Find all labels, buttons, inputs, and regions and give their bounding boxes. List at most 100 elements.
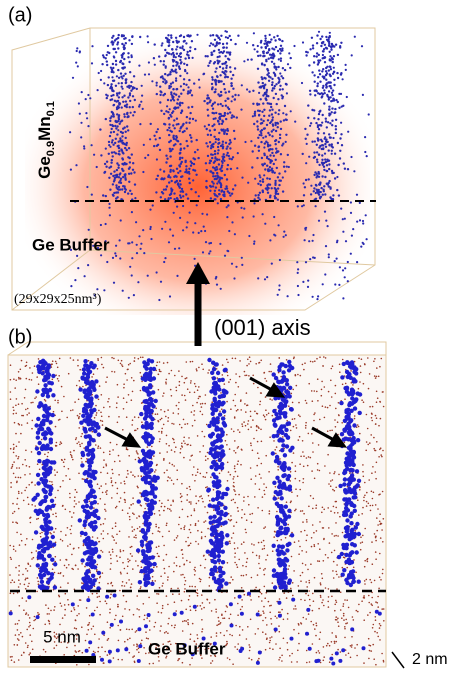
ge-atom [321, 395, 323, 397]
ge-atom [339, 364, 341, 366]
ge-atom [344, 557, 346, 559]
ge-atom [204, 506, 206, 508]
mn-atom [122, 88, 124, 90]
ge-atom [265, 419, 267, 421]
ge-atom [322, 527, 324, 529]
mn-cluster-atom [41, 393, 45, 397]
ge-atom [134, 416, 136, 418]
mn-atom [183, 36, 185, 38]
ge-atom [264, 494, 266, 496]
ge-atom [31, 504, 33, 506]
mn-atom [311, 141, 313, 143]
mn-atom [231, 263, 233, 265]
mn-atom [205, 180, 207, 182]
mn-atom [176, 41, 178, 43]
mn-atom [147, 41, 149, 43]
mn-atom [108, 177, 110, 179]
ge-atom [248, 363, 250, 365]
ge-atom [129, 638, 131, 640]
ge-atom [264, 545, 266, 547]
ge-atom [208, 495, 210, 497]
ge-atom [216, 635, 218, 637]
mn-atom [257, 55, 259, 57]
mn-atom [131, 211, 133, 213]
ge-atom [211, 610, 213, 612]
mn-cluster-atom [43, 490, 47, 494]
mn-atom [265, 99, 267, 101]
mn-atom [231, 117, 233, 119]
ge-atom [174, 451, 176, 453]
ge-atom [138, 609, 140, 611]
ge-atom [265, 617, 267, 619]
mn-atom [262, 191, 264, 193]
ge-atom [76, 664, 78, 666]
ge-atom [17, 522, 19, 524]
ge-atom [39, 469, 41, 471]
ge-atom [331, 552, 333, 554]
ge-atom [74, 500, 76, 502]
ge-atom [279, 631, 281, 633]
mn-atom [159, 149, 161, 151]
ge-atom [103, 452, 105, 454]
ge-atom [10, 610, 12, 612]
mn-atom [311, 109, 313, 111]
mn-atom [269, 178, 271, 180]
ge-atom [294, 541, 296, 543]
mn-atom [123, 58, 125, 60]
ge-atom [161, 431, 163, 433]
mn-atom [141, 95, 143, 97]
ge-atom [250, 445, 252, 447]
ge-atom [163, 362, 165, 364]
ge-atom [305, 564, 307, 566]
ge-atom [184, 395, 186, 397]
mn-atom [164, 55, 166, 57]
ge-atom [77, 415, 79, 417]
ge-atom [226, 434, 228, 436]
ge-atom [201, 631, 203, 633]
ge-atom [15, 405, 17, 407]
ge-atom [169, 508, 171, 510]
ge-atom [307, 465, 309, 467]
ge-atom [303, 513, 305, 515]
mn-atom [266, 74, 268, 76]
mn-atom [275, 193, 277, 195]
mn-atom [211, 88, 213, 90]
mn-atom [342, 231, 344, 233]
ge-atom [338, 414, 340, 416]
mn-atom [169, 73, 171, 75]
ge-atom [126, 447, 128, 449]
ge-atom [222, 364, 224, 366]
mn-atom [116, 133, 118, 135]
ge-atom [336, 564, 338, 566]
ge-atom [70, 529, 72, 531]
mn-atom [272, 129, 274, 131]
mn-atom [108, 141, 110, 143]
ge-atom [287, 649, 289, 651]
mn-atom [308, 178, 310, 180]
mn-atom [324, 176, 326, 178]
mn-atom [121, 77, 123, 79]
mn-atom [215, 141, 217, 143]
ge-atom [71, 455, 73, 457]
ge-atom [116, 407, 118, 409]
ge-atom [246, 519, 248, 521]
mn-atom [328, 253, 330, 255]
mn-atom [143, 252, 145, 254]
mn-atom [179, 47, 181, 49]
mn-atom [277, 98, 279, 100]
mn-atom [70, 169, 72, 171]
ge-atom [246, 365, 248, 367]
ge-atom [102, 572, 104, 574]
ge-atom [322, 599, 324, 601]
mn-atom [334, 153, 336, 155]
ge-atom [367, 357, 369, 359]
mn-atom [321, 122, 323, 124]
ge-atom [176, 565, 178, 567]
ge-atom [96, 607, 98, 609]
mn-atom [222, 147, 224, 149]
ge-atom [363, 497, 365, 499]
mn-atom [268, 80, 270, 82]
mn-atom [158, 299, 160, 301]
mn-atom [175, 135, 177, 137]
ge-atom [189, 561, 191, 563]
